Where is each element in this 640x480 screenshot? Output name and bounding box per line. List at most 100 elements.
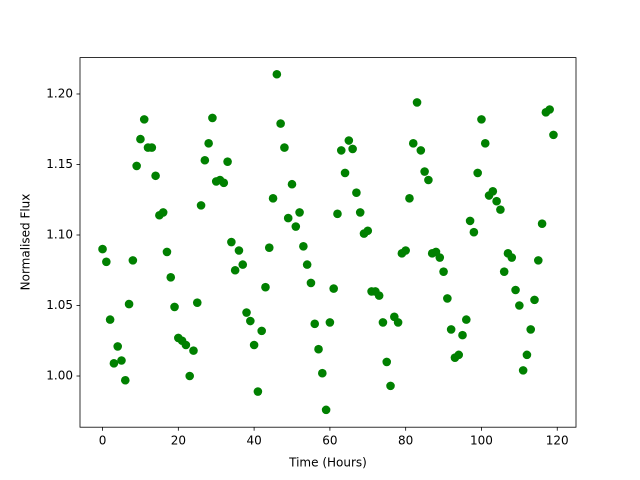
- data-point: [412, 98, 422, 107]
- x-tick-label: 100: [470, 434, 493, 448]
- data-point: [147, 143, 157, 152]
- data-point: [253, 387, 263, 396]
- x-tick-label: 20: [171, 434, 186, 448]
- data-point: [105, 315, 115, 324]
- y-tick-label: 1.15: [46, 157, 73, 171]
- data-point: [170, 302, 179, 312]
- data-point: [405, 194, 414, 203]
- data-point: [166, 273, 176, 282]
- data-point: [416, 146, 426, 155]
- data-point: [488, 186, 498, 196]
- data-point: [393, 318, 403, 327]
- data-point: [230, 265, 240, 275]
- data-point: [344, 136, 354, 145]
- data-point: [511, 285, 520, 295]
- axes-frame: [79, 57, 577, 428]
- data-point: [533, 256, 543, 265]
- data-point: [223, 157, 232, 166]
- data-point: [348, 144, 357, 154]
- data-point: [424, 175, 433, 185]
- data-point: [113, 342, 123, 351]
- data-point: [246, 316, 255, 326]
- data-point: [454, 350, 464, 360]
- data-point: [469, 227, 479, 237]
- data-point: [181, 340, 191, 350]
- data-point: [435, 253, 445, 262]
- data-point: [299, 241, 308, 251]
- data-point: [518, 366, 528, 375]
- data-point: [204, 139, 213, 148]
- data-point: [196, 201, 206, 210]
- x-tick-label: 80: [398, 434, 413, 448]
- data-point: [185, 371, 194, 381]
- data-point: [458, 330, 467, 340]
- data-point: [507, 253, 517, 262]
- data-point: [537, 219, 547, 229]
- data-point: [355, 208, 365, 217]
- data-point: [189, 346, 198, 355]
- data-point: [124, 299, 134, 309]
- data-point: [462, 315, 471, 324]
- data-point: [340, 168, 350, 178]
- data-point: [117, 356, 126, 365]
- data-point: [318, 368, 327, 378]
- data-point: [261, 282, 270, 292]
- data-point: [227, 237, 236, 247]
- x-tick-label: 40: [246, 434, 261, 448]
- data-point: [302, 260, 312, 269]
- data-point: [515, 301, 524, 310]
- data-point: [382, 357, 392, 367]
- data-point: [98, 244, 107, 254]
- data-point: [249, 340, 259, 350]
- data-point: [238, 260, 248, 269]
- data-point: [120, 375, 130, 385]
- data-point: [268, 194, 278, 203]
- data-point: [522, 350, 532, 360]
- data-point: [465, 216, 475, 226]
- data-point: [219, 178, 229, 188]
- data-point: [443, 294, 452, 303]
- x-tick-label: 120: [546, 434, 569, 448]
- data-point: [310, 319, 320, 329]
- data-point: [336, 146, 346, 155]
- data-point: [162, 247, 172, 257]
- data-point: [477, 115, 486, 124]
- data-point: [499, 267, 509, 276]
- data-point: [545, 105, 554, 114]
- data-point: [128, 256, 138, 265]
- data-point: [374, 291, 384, 300]
- data-point: [257, 326, 266, 336]
- data-point: [295, 208, 304, 217]
- data-point: [363, 226, 373, 236]
- data-point: [200, 155, 210, 165]
- data-point: [192, 298, 202, 307]
- data-point: [549, 130, 558, 140]
- data-point: [333, 209, 342, 219]
- data-point: [132, 161, 141, 171]
- data-point: [242, 308, 251, 317]
- data-point: [496, 205, 505, 214]
- data-point: [492, 196, 501, 206]
- data-point: [287, 179, 297, 189]
- y-tick-label: 1.05: [46, 298, 73, 312]
- data-point: [276, 119, 285, 128]
- y-axis-label: Normalised Flux: [19, 194, 33, 291]
- y-tick-label: 1.10: [46, 227, 73, 241]
- data-point: [306, 278, 316, 288]
- data-point: [480, 139, 490, 148]
- data-point: [314, 344, 323, 354]
- data-point: [321, 405, 331, 415]
- data-point: [102, 257, 111, 267]
- data-point: [408, 139, 418, 148]
- data-point: [526, 325, 536, 334]
- y-tick-label: 1.20: [46, 86, 73, 100]
- data-point: [283, 213, 293, 223]
- data-point: [401, 246, 410, 255]
- data-point: [325, 318, 335, 327]
- data-point: [280, 143, 289, 152]
- x-tick-label: 60: [322, 434, 337, 448]
- data-point: [446, 325, 456, 334]
